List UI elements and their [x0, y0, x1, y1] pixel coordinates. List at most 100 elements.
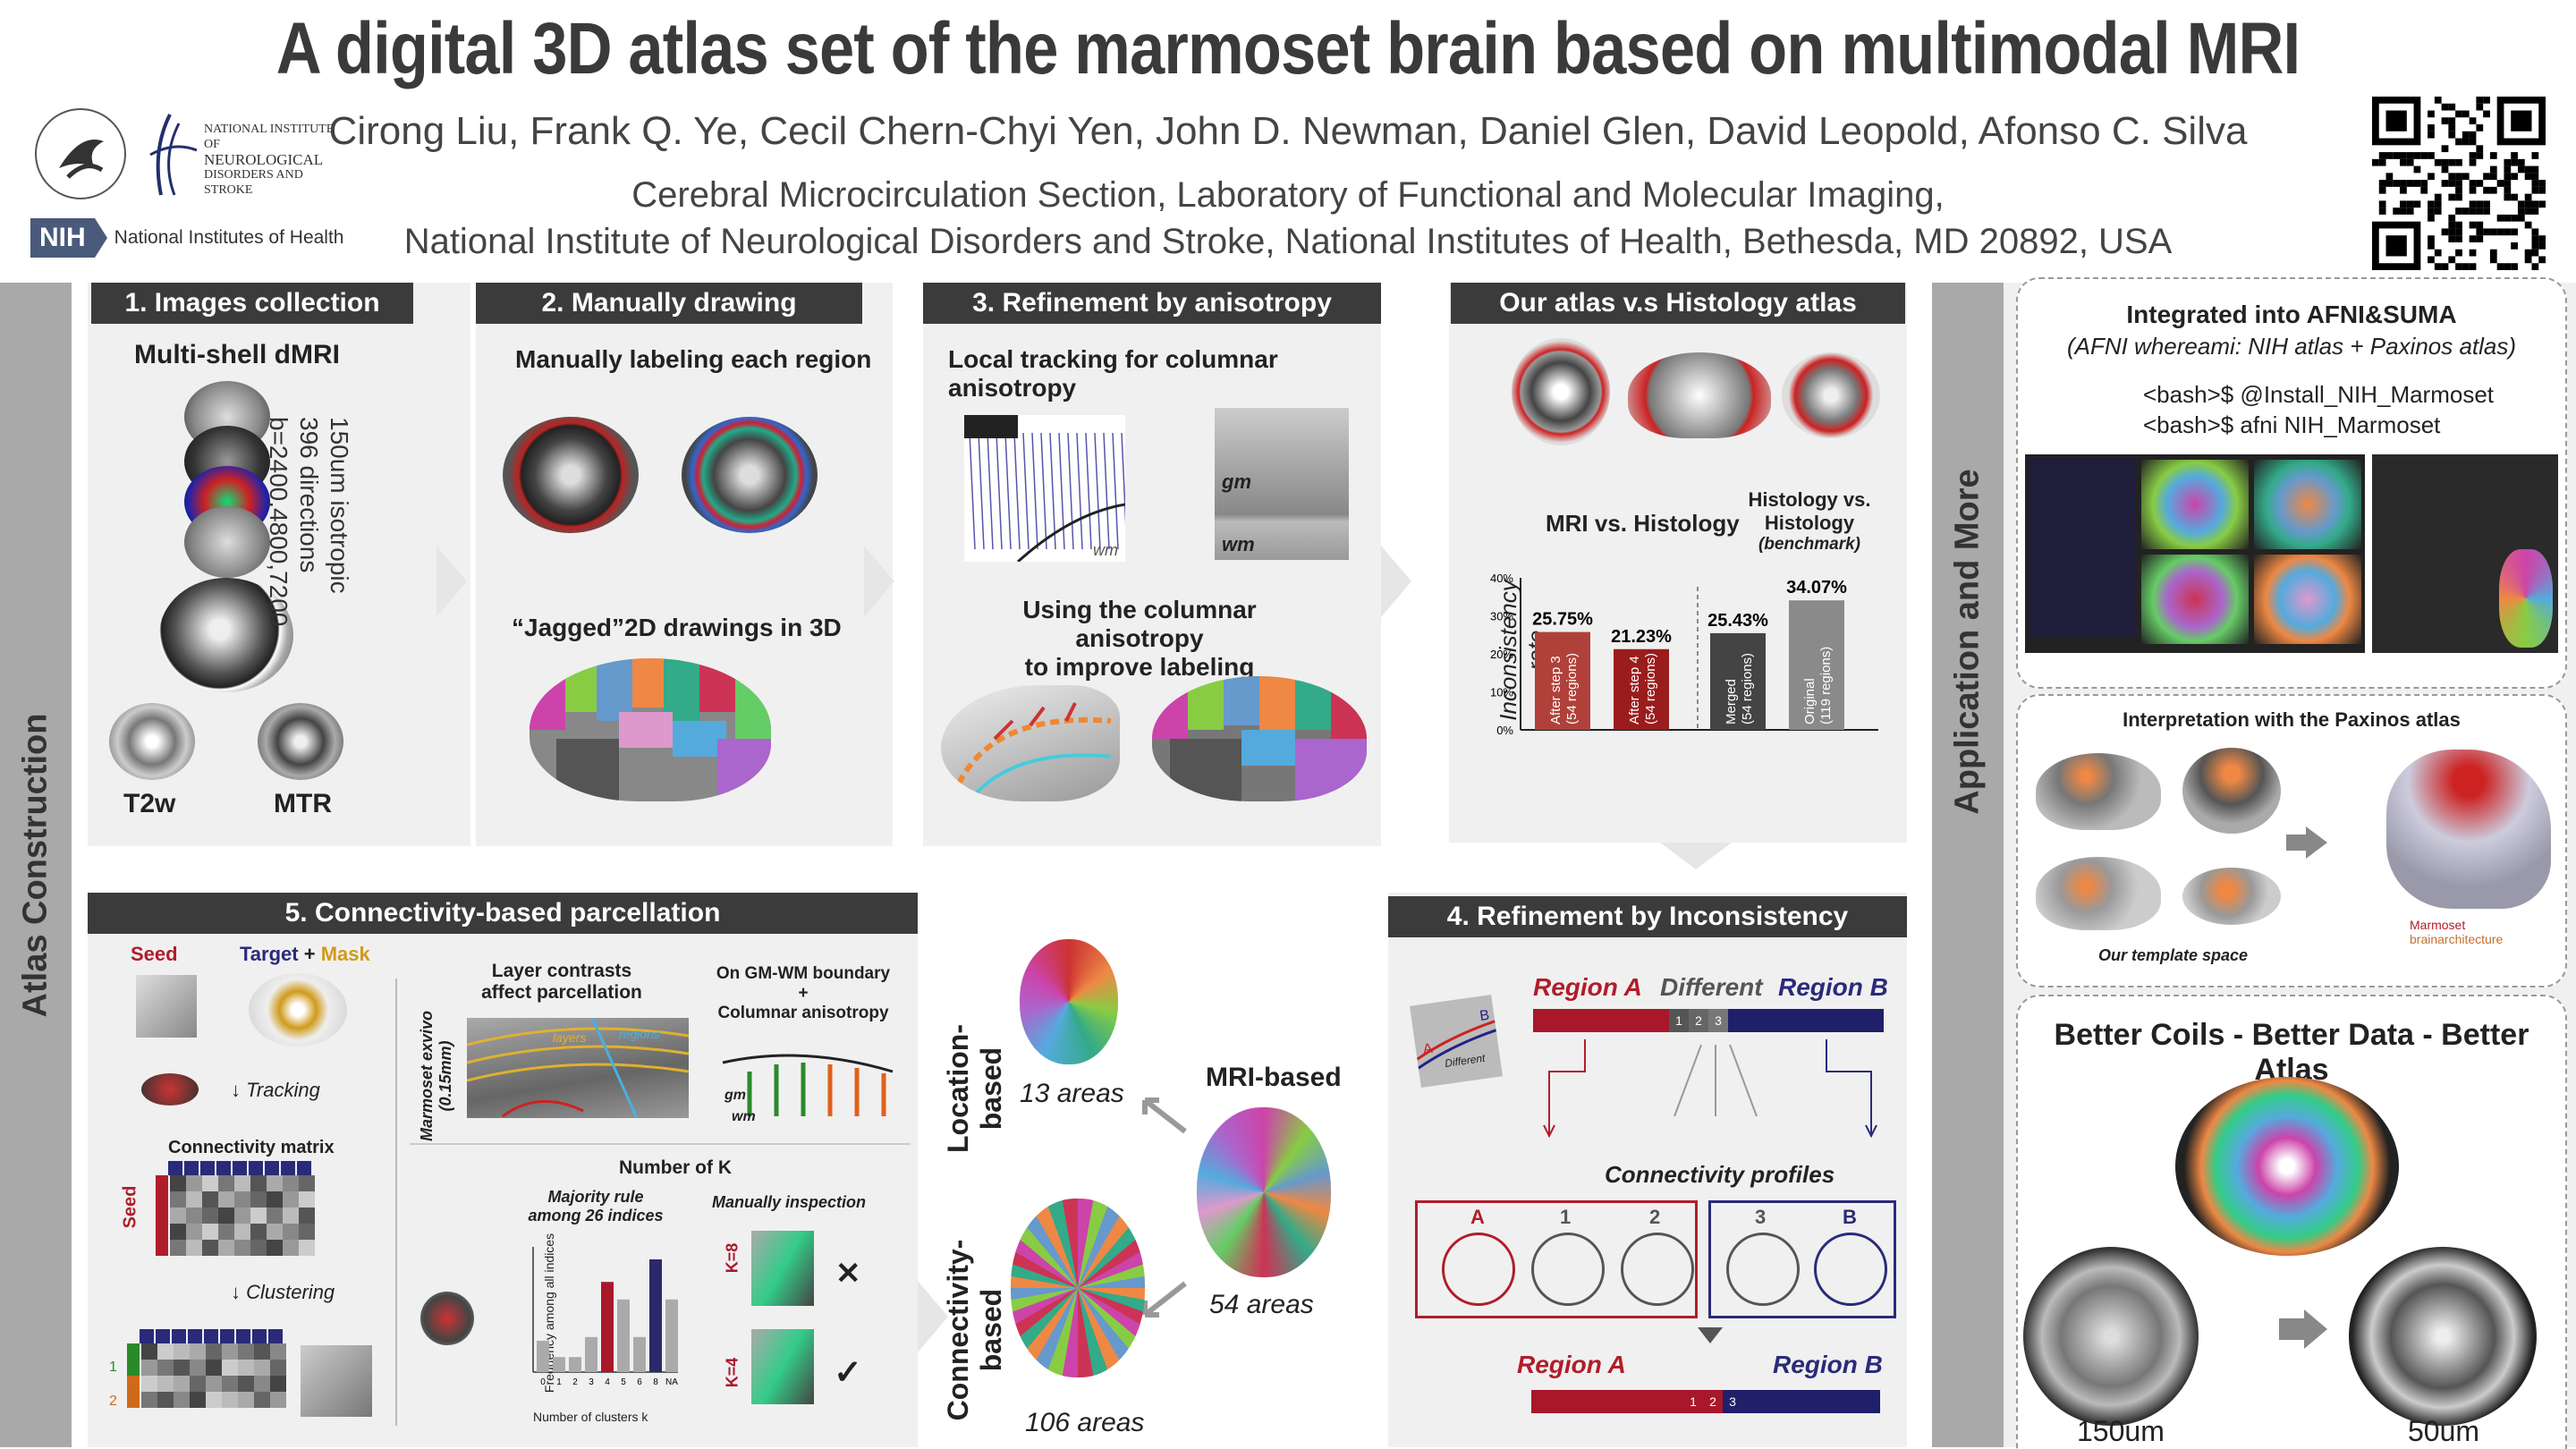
k-bar — [649, 1259, 662, 1372]
profile-down-arrow — [1698, 1327, 1723, 1343]
paxinos-title: Interpretation with the Paxinos atlas — [2123, 708, 2461, 731]
affiliation-line-2: National Institute of Neurological Disor… — [403, 222, 2173, 261]
ytick-label: 0% — [1496, 724, 1513, 737]
hist-vs-hist-text: Histology vs. Histology — [1748, 488, 1871, 534]
t2w-label: T2w — [123, 789, 176, 818]
layers-image: layers regions — [467, 1018, 689, 1118]
afni-whereami-screenshot — [2372, 454, 2558, 653]
mba-line-1: Marmoset — [2410, 918, 2466, 932]
profile-label: B — [1843, 1206, 1857, 1228]
ninds-logo: NATIONAL INSTITUTE OF NEUROLOGICAL DISOR… — [143, 106, 349, 204]
section-5-header: 5. Connectivity-based parcellation — [88, 893, 918, 934]
svg-text:Merged: Merged — [1724, 679, 1739, 724]
dmri-params: 150um isotropic 396 directions b=2400,48… — [263, 417, 354, 631]
inset-a: A — [1421, 1040, 1434, 1058]
region-b-label-top: Region B — [1778, 973, 1888, 1001]
connectivity-based-label: Connectivity-based — [942, 1239, 1007, 1421]
boundary-gm: gm — [724, 1088, 746, 1103]
histology-header: Our atlas v.s Histology atlas — [1451, 283, 1905, 324]
nih-name: National Institutes of Health — [114, 227, 344, 248]
authors: Cirong Liu, Frank Q. Ye, Cecil Chern-Chy… — [328, 109, 2248, 153]
bar-category-label: Original (119 regions) — [1802, 647, 1834, 724]
exvivo-line-2: (0.15mm) — [436, 1040, 454, 1112]
profile-circle — [1726, 1233, 1800, 1306]
bar — [1535, 631, 1590, 730]
qr-code[interactable] — [2372, 97, 2546, 270]
benchmark-label: (benchmark) — [1758, 535, 1861, 554]
bar — [1614, 648, 1669, 730]
seg-2: 2 — [1689, 1009, 1708, 1032]
label-150um: 150um — [2077, 1415, 2165, 1447]
target-label: Target — [240, 943, 299, 965]
profile-circle — [1621, 1233, 1694, 1306]
bar-value-label: 25.43% — [1707, 611, 1768, 631]
exvivo-line-1: Marmoset exvivo — [418, 1010, 436, 1142]
profile-label: 1 — [1560, 1206, 1572, 1228]
profile-group-b — [1708, 1200, 1896, 1318]
hist-slice-coronal — [1512, 338, 1610, 445]
svg-text:(54 regions): (54 regions) — [1643, 653, 1658, 724]
inconsistency-chart: 0%10%20%30%40%25.75%After step 3 (54 regi… — [1490, 572, 1878, 737]
k4-label: K=4 — [723, 1357, 741, 1388]
clustering-text: Clustering — [246, 1281, 335, 1303]
different-label: Different — [1660, 973, 1763, 1001]
template-space-label: Our template space — [2098, 946, 2249, 964]
manual-inspection-label: Manually inspection — [712, 1193, 867, 1211]
jagged-3d-drawing — [530, 658, 771, 801]
profile-label: A — [1470, 1206, 1485, 1228]
k-tick-label: NA — [665, 1377, 678, 1387]
hist-vs-hist-label: Histology vs. Histology (benchmark) — [1707, 488, 1912, 555]
paxinos-arrow-shaft — [2286, 835, 2308, 851]
bar — [1789, 600, 1844, 730]
mba-logo: Marmoset brainarchitecture — [2410, 918, 2503, 946]
section-images-collection: 1. Images collection Multi-shell dMRI 15… — [88, 283, 470, 846]
using-anisotropy-title: Using the columnar anisotropy to improve… — [987, 596, 1292, 682]
paxinos-box: Interpretation with the Paxinos atlas Ou… — [2016, 694, 2567, 987]
k-bar — [665, 1299, 678, 1372]
mask-label: Mask — [320, 943, 370, 965]
seed-image — [136, 975, 197, 1038]
coils-color-slice — [2175, 1077, 2399, 1256]
affiliation: Cerebral Microcirculation Section, Labor… — [0, 172, 2576, 265]
section-manually-drawing: 2. Manually drawing Manually labeling ea… — [476, 283, 893, 846]
coils-box: Better Coils - Better Data - Better Atla… — [2016, 995, 2567, 1449]
connectivity-matrix — [156, 1161, 315, 1256]
target-mask-label: Target + Mask — [240, 943, 370, 966]
param-resolution: 150um isotropic — [326, 417, 353, 594]
majority-rule-label: Majority rule among 26 indices — [524, 1188, 667, 1225]
seg-3-b: 3 — [1723, 1390, 1742, 1413]
regions-text: regions — [619, 1027, 660, 1041]
k-bar — [553, 1357, 565, 1372]
plus-label: + — [303, 943, 316, 965]
k-bar — [633, 1336, 646, 1372]
paxinos-3d-model — [2386, 750, 2551, 909]
paxinos-axial — [2182, 868, 2281, 925]
columnar-tracking-image: wm — [964, 415, 1125, 562]
histology-gm-image: gm wm — [1215, 408, 1349, 560]
k-tick-label: 5 — [621, 1377, 626, 1387]
cluster-row-1: 1 — [109, 1360, 117, 1375]
boundary-diagram — [722, 1054, 894, 1116]
coils-arrow-head — [2304, 1309, 2327, 1349]
seg-1-b: 1 — [1683, 1390, 1703, 1413]
k-bar — [617, 1299, 630, 1372]
sidebar-label-left: Atlas Construction — [16, 713, 55, 1018]
different-inset: A B Different — [1410, 995, 1503, 1088]
k-tick-label: 6 — [637, 1377, 642, 1387]
afni-gui-screenshot — [2025, 454, 2365, 653]
boundary-line-2: Columnar anisotropy — [717, 1004, 889, 1022]
matrix-seed-label: Seed — [120, 1185, 140, 1229]
seg-1: 1 — [1669, 1009, 1689, 1032]
arrow-1-2 — [436, 546, 467, 617]
ninds-line-1: NATIONAL INSTITUTE OF — [204, 123, 335, 151]
svg-text:(54 regions): (54 regions) — [1740, 653, 1755, 724]
areas-13: 13 areas — [1020, 1079, 1124, 1108]
k-tick-label: 1 — [556, 1377, 562, 1387]
connectivity-brain — [1011, 1199, 1145, 1377]
manual-slice-1 — [503, 417, 639, 533]
tracking-wm-label: wm — [1093, 541, 1118, 559]
areas-54: 54 areas — [1209, 1290, 1314, 1319]
k-tick-label: 0 — [540, 1377, 546, 1387]
nih-logo: NIH National Institutes of Health — [30, 218, 343, 258]
afni-commands: <bash>$ @Install_NIH_Marmoset <bash>$ af… — [2143, 379, 2494, 440]
